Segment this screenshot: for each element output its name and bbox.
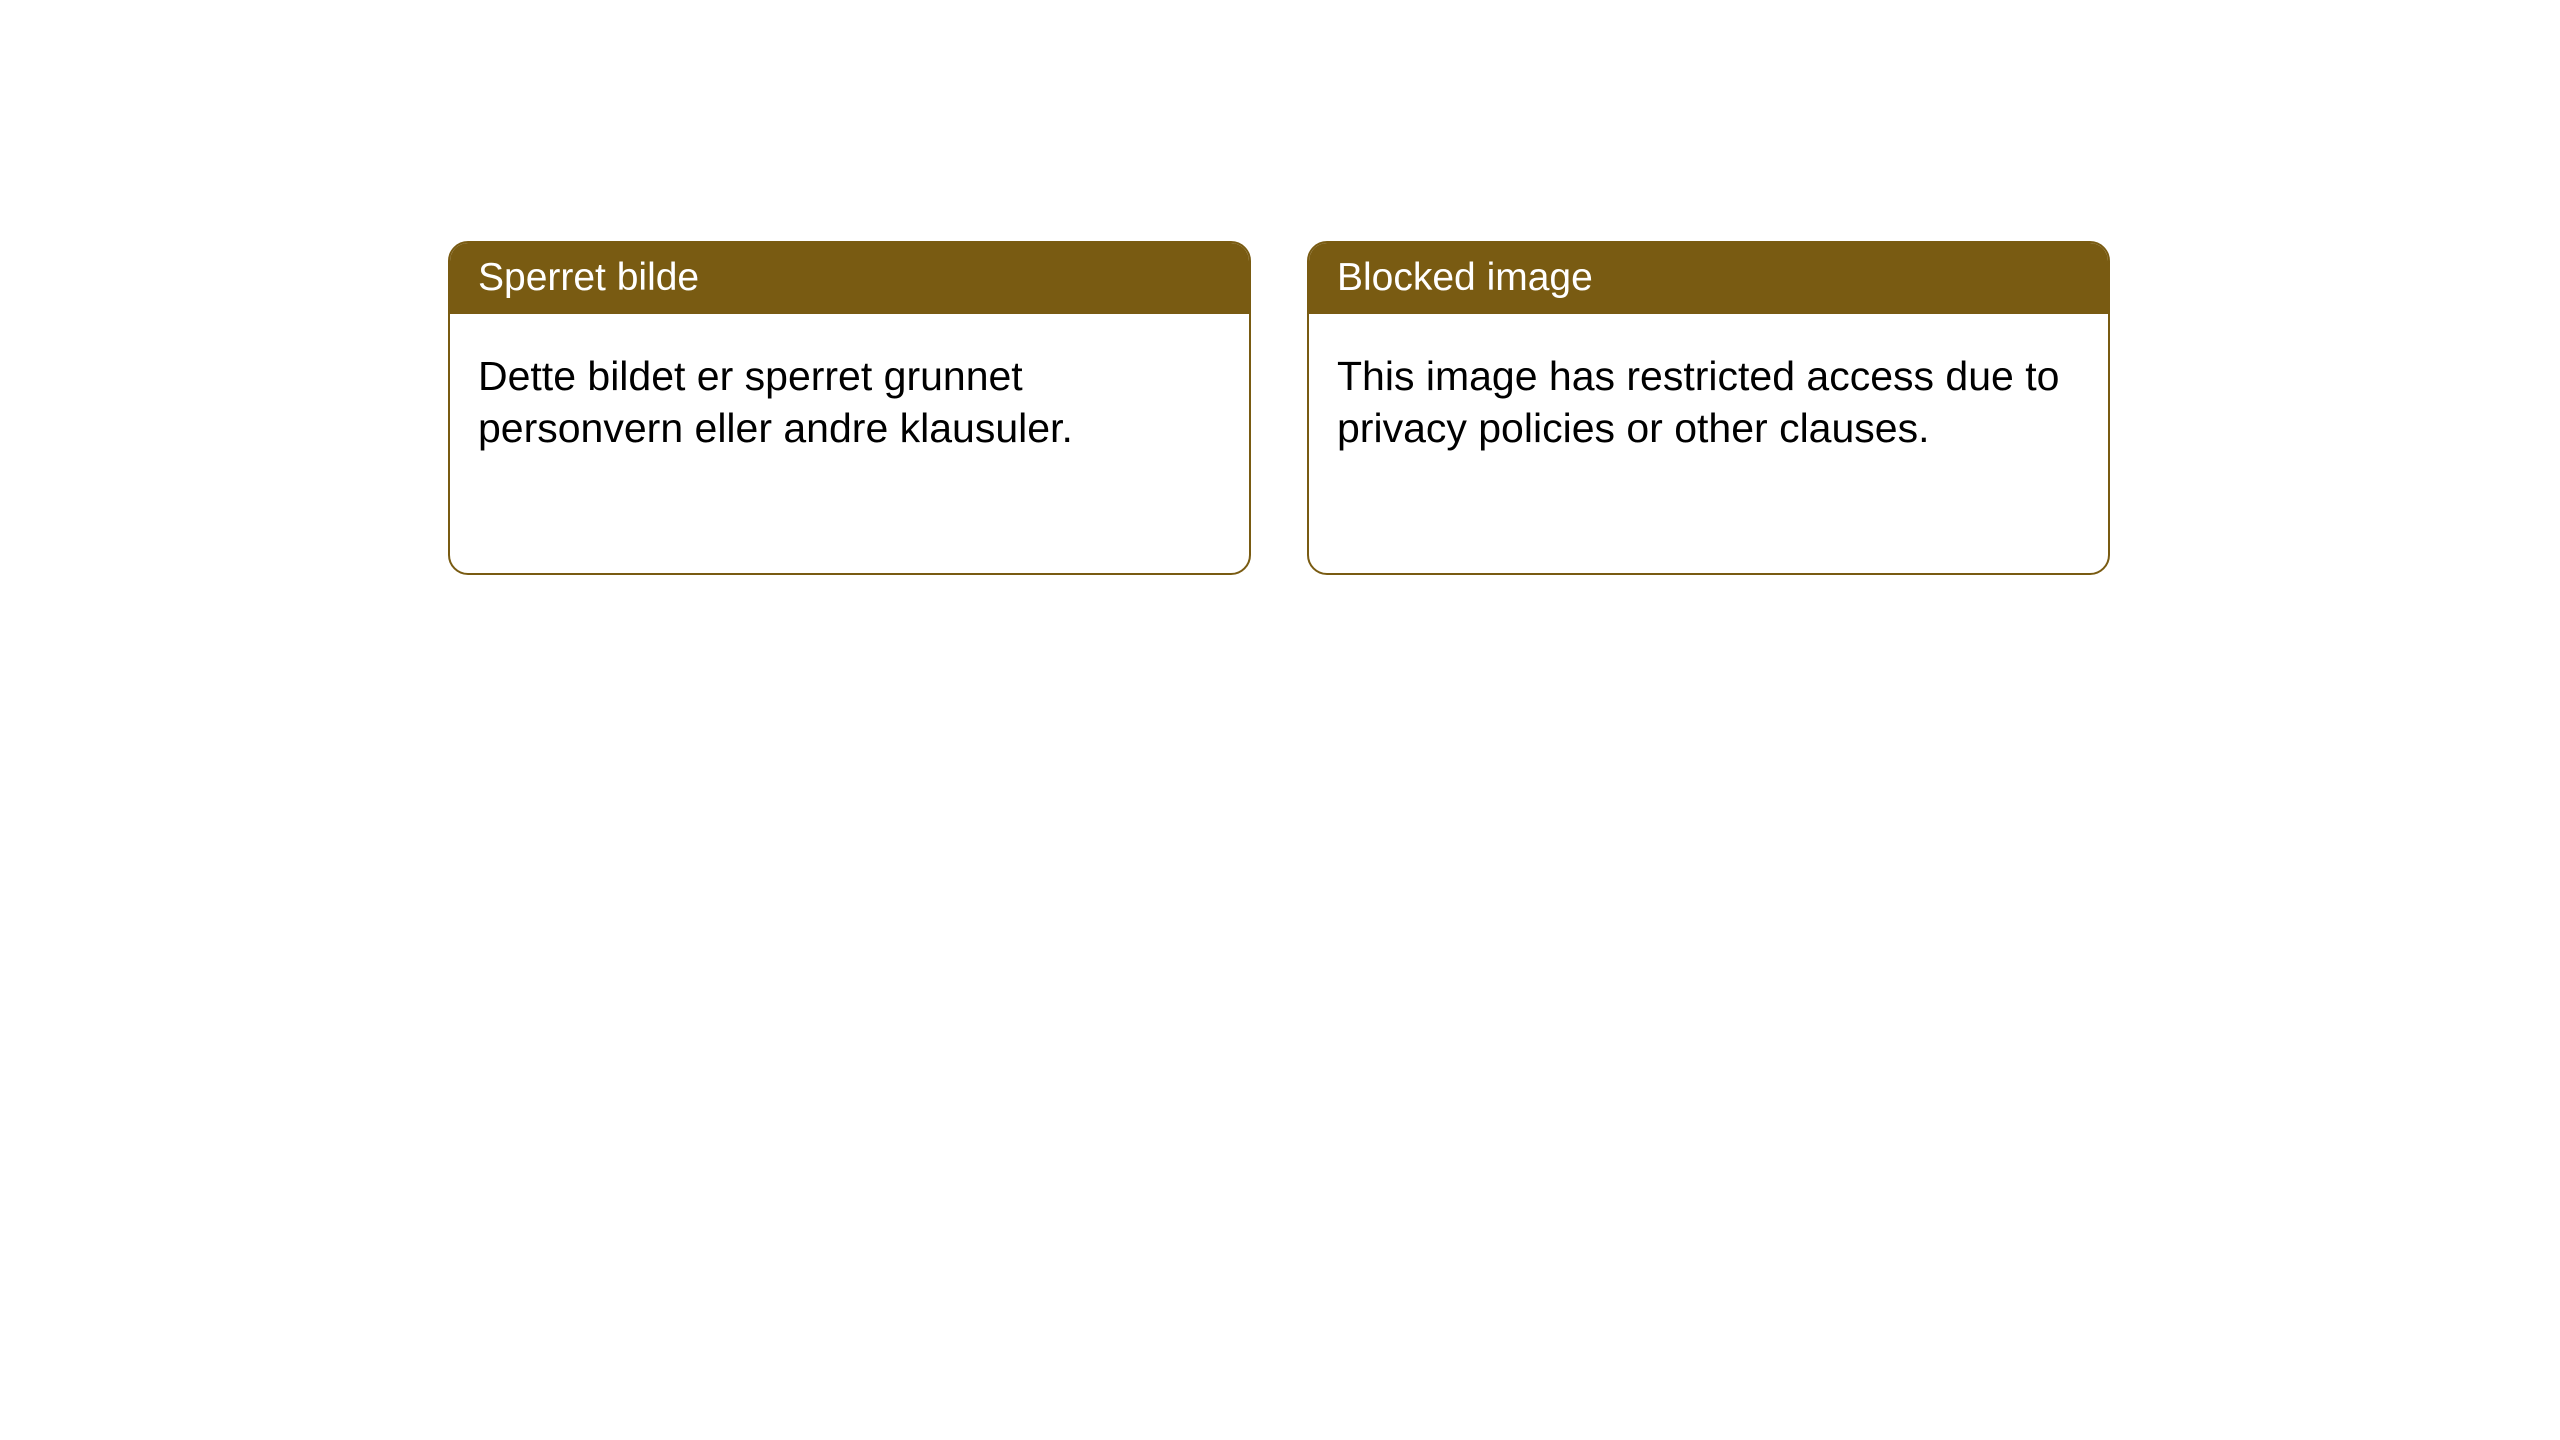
card-header: Blocked image (1309, 243, 2108, 314)
card-title: Sperret bilde (478, 256, 699, 299)
card-title: Blocked image (1337, 256, 1593, 299)
notice-cards-container: Sperret bilde Dette bildet er sperret gr… (448, 241, 2110, 575)
card-header: Sperret bilde (450, 243, 1249, 314)
card-body: This image has restricted access due to … (1309, 314, 2108, 491)
card-message: This image has restricted access due to … (1337, 353, 2059, 451)
notice-card-english: Blocked image This image has restricted … (1307, 241, 2110, 575)
card-message: Dette bildet er sperret grunnet personve… (478, 353, 1073, 451)
card-body: Dette bildet er sperret grunnet personve… (450, 314, 1249, 491)
notice-card-norwegian: Sperret bilde Dette bildet er sperret gr… (448, 241, 1251, 575)
